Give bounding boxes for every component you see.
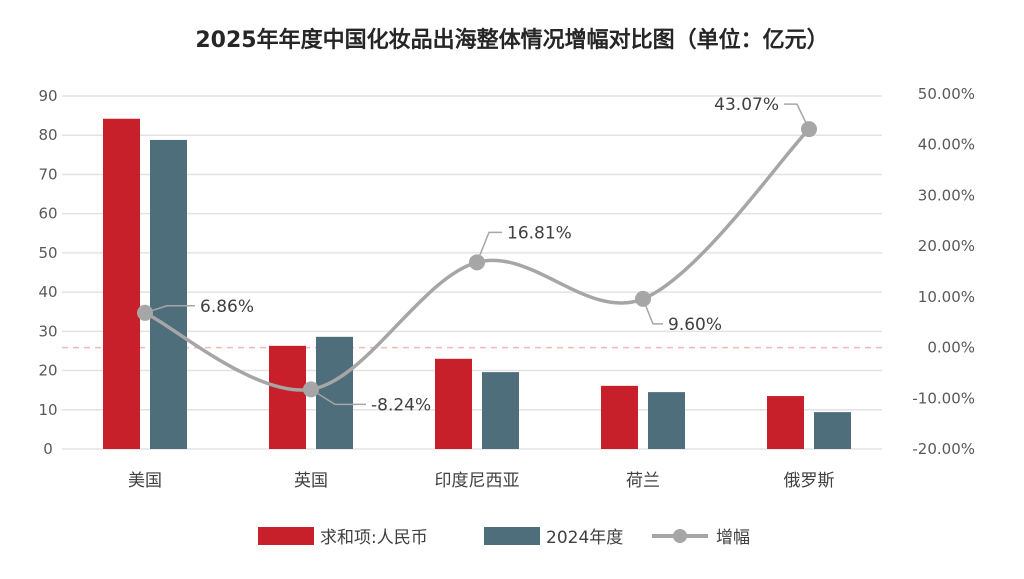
x-tick-label: 俄罗斯 — [784, 471, 835, 491]
bar-rmb — [601, 385, 638, 449]
legend-label-growth: 增幅 — [716, 528, 750, 548]
y-left-tick-label: 30 — [38, 322, 57, 340]
y-left-tick-label: 10 — [38, 401, 57, 419]
y-right-tick-label: 30.00% — [918, 186, 975, 204]
bar-2024 — [316, 336, 353, 449]
label-leader-line — [784, 103, 810, 130]
growth-data-label: 6.86% — [200, 297, 254, 317]
bar-2024 — [648, 392, 685, 449]
chart-title: 2025年年度中国化妆品出海整体情况增幅对比图（单位：亿元） — [195, 27, 828, 53]
bar-rmb — [435, 358, 472, 449]
y-left-tick-label: 0 — [43, 440, 53, 458]
legend-swatch-2024 — [484, 527, 540, 545]
x-tick-label: 英国 — [294, 471, 328, 491]
growth-data-label: -8.24% — [371, 395, 431, 415]
y-axis-right: -20.00% -10.00% 0.00% 10.00% 20.00% 30.00% 40.… — [912, 85, 975, 458]
y-left-tick-label: 90 — [38, 87, 57, 105]
label-leader-line — [476, 231, 502, 263]
growth-data-label: 9.60% — [668, 315, 722, 335]
bar-2024 — [814, 412, 851, 449]
legend-swatch-rmb — [258, 527, 314, 545]
x-tick-label: 印度尼西亚 — [435, 471, 520, 491]
y-axis-left: 0 10 20 30 40 50 60 70 80 90 — [38, 87, 57, 458]
growth-line: 6.86% -8.24% 16.81% 9.60% 43.07% — [137, 95, 817, 415]
y-right-tick-label: 10.00% — [918, 288, 975, 306]
bar-rmb — [103, 118, 140, 449]
y-left-tick-label: 60 — [38, 205, 57, 223]
growth-marker — [801, 121, 817, 138]
x-tick-label: 美国 — [128, 471, 162, 491]
legend-label-2024: 2024年度 — [546, 528, 623, 548]
y-left-tick-label: 50 — [38, 244, 57, 262]
bar-rmb — [269, 345, 306, 449]
growth-marker — [303, 381, 319, 398]
y-left-tick-label: 20 — [38, 362, 57, 380]
x-axis: 美国 英国 印度尼西亚 荷兰 俄罗斯 — [128, 471, 835, 491]
legend-marker-growth — [673, 529, 687, 543]
y-right-tick-label: -10.00% — [912, 389, 975, 407]
y-left-tick-label: 40 — [38, 283, 57, 301]
growth-marker — [137, 304, 153, 321]
y-right-tick-label: 20.00% — [918, 237, 975, 255]
y-right-tick-label: 0.00% — [927, 339, 975, 357]
bar-2024 — [482, 372, 519, 449]
bar-rmb — [767, 396, 804, 449]
label-leader-line — [310, 388, 366, 406]
label-leader-line — [642, 298, 663, 325]
y-left-tick-label: 80 — [38, 126, 57, 144]
y-right-tick-label: 50.00% — [918, 85, 975, 103]
x-tick-label: 荷兰 — [626, 471, 660, 491]
growth-data-label: 16.81% — [507, 223, 572, 243]
bars — [103, 118, 851, 449]
y-right-tick-label: 40.00% — [918, 136, 975, 154]
y-right-tick-label: -20.00% — [912, 440, 975, 458]
legend-label-rmb: 求和项:人民币 — [320, 528, 428, 548]
legend: 求和项:人民币 2024年度 增幅 — [258, 527, 750, 548]
growth-marker — [635, 290, 651, 307]
bar-2024 — [150, 139, 187, 449]
y-left-tick-label: 70 — [38, 165, 57, 183]
growth-marker — [469, 254, 485, 271]
growth-data-label: 43.07% — [714, 95, 779, 115]
